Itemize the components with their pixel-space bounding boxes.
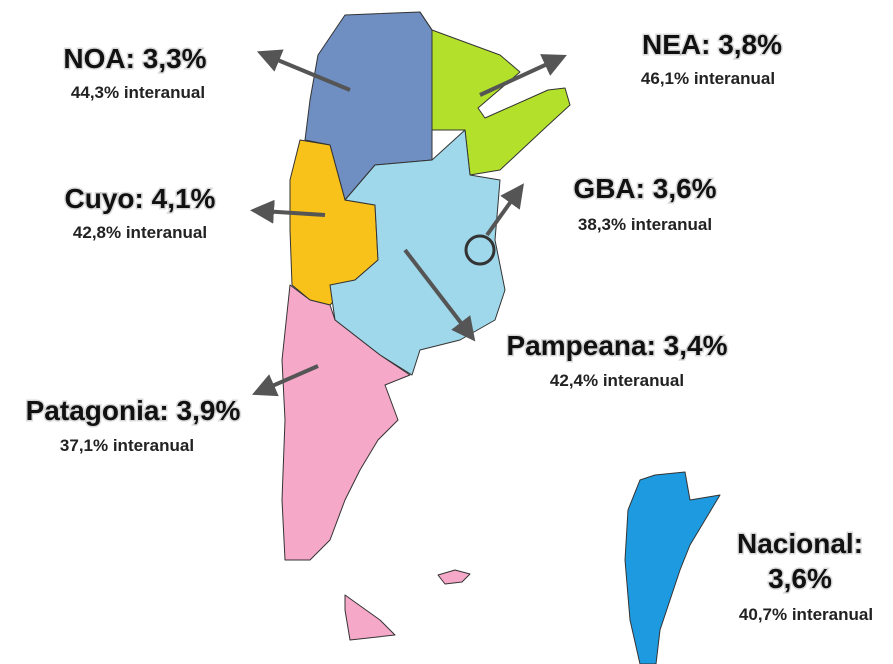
malvinas [437,569,471,585]
patagonia-title: Patagonia: 3,9% [26,395,241,426]
gba-circle [464,234,496,266]
pampeana-subtitle: 42,4% interanual [550,371,684,390]
gba-subtitle: 38,3% interanual [578,215,712,234]
argentina-map [250,11,571,641]
cuyo-arrow [250,199,326,224]
pampeana-arrow [403,248,476,342]
noa-title: NOA: 3,3% [63,43,206,74]
gba-arrow [485,183,524,237]
noa-subtitle: 44,3% interanual [71,83,205,102]
cuyo-subtitle: 42,8% interanual [73,223,207,242]
pampeana-title: Pampeana: 3,4% [507,330,728,361]
nacional-map [624,471,721,664]
region-pampeana [329,129,506,376]
noa-arrow [256,49,351,92]
patagonia-arrow [252,364,319,397]
nacional-subtitle: 40,7% interanual [739,605,873,624]
nea-arrow [479,54,567,97]
cuyo-title: Cuyo: 4,1% [65,183,216,214]
region-nea [419,11,571,176]
region-patagonia [281,284,411,561]
nea-subtitle: 46,1% interanual [641,69,775,88]
nea-title: NEA: 3,8% [642,29,782,60]
patagonia-subtitle: 37,1% interanual [60,436,194,455]
nacional-value: 3,6% [768,563,832,594]
gba-title: GBA: 3,6% [573,173,716,204]
tierra-del-fuego [344,594,396,641]
nacional-title: Nacional: [737,528,863,559]
